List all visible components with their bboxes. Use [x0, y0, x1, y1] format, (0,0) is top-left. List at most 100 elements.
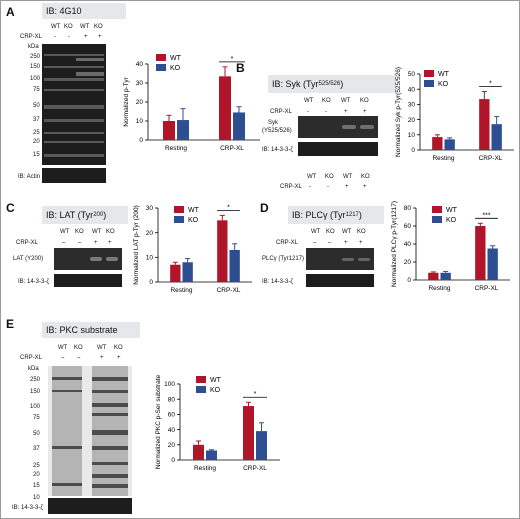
y-tick-label: 60 [404, 223, 412, 230]
crp-mark: + [100, 355, 104, 361]
lane-label: WT [92, 229, 102, 235]
marker-label: 20 [33, 139, 40, 145]
band-label: Syk [268, 120, 279, 126]
crp-mark: – [61, 355, 65, 361]
y-tick-label: 20 [168, 442, 176, 449]
marker-label: 150 [30, 64, 41, 70]
bar-ko [444, 139, 455, 150]
bar-ko [233, 112, 245, 140]
x-tick-label: CRP-XL [220, 145, 244, 152]
panel-label-e: E [6, 317, 15, 331]
legend-label: KO [438, 81, 449, 88]
y-tick-label: 0 [139, 137, 143, 144]
lane-label: KO [361, 174, 370, 180]
legend-swatch-ko [424, 80, 434, 87]
lane-label: WT [342, 229, 352, 235]
y-tick-label: 30 [136, 80, 144, 87]
bar-wt [479, 99, 490, 150]
y-tick-label: 20 [146, 230, 154, 237]
loading-blot-b [298, 142, 378, 156]
blot-title-e: IB: PKC substrate [42, 322, 140, 338]
marker-label: 75 [33, 87, 40, 93]
marker-label: 37 [33, 117, 40, 123]
y-tick-label: 0 [411, 147, 415, 154]
bar-chart-a: 0 10 20 30 40 Normalized p-Tyr Resting CRP-XL * W… [123, 54, 260, 152]
x-tick-label: CRP-XL [479, 155, 503, 162]
y-tick-label: 20 [136, 99, 144, 106]
crp-mark: + [94, 240, 98, 246]
legend-swatch-wt [156, 54, 166, 61]
y-tick-label: 20 [404, 259, 412, 266]
blot-title-b: IB: Syk (Tyr 525/526) [268, 75, 396, 93]
lane-label: WT [60, 229, 70, 235]
marker-label: 15 [33, 152, 40, 158]
legend-label: WT [188, 207, 200, 214]
crp-mark: - [327, 184, 329, 190]
significance-marker: * [254, 391, 257, 398]
legend-swatch-ko [432, 216, 442, 223]
bar-wt [219, 76, 231, 140]
marker-label: 25 [33, 463, 40, 469]
lane-label: WT [58, 345, 68, 351]
bar-chart-b: 0 10 20 30 40 50 Normalized Syk p-Tyr(525/526)… [395, 67, 514, 162]
blot-image-b [298, 116, 378, 138]
x-tick-label: Resting [194, 465, 216, 472]
y-tick-label: 0 [171, 457, 175, 464]
blot-title-a: IB: 4G10 [42, 3, 126, 19]
panel-label-d: D [260, 201, 269, 215]
panel-label-a: A [6, 5, 15, 19]
crp-mark: + [344, 240, 348, 246]
crp-mark: - [309, 184, 311, 190]
x-tick-label: Resting [432, 155, 454, 162]
crp-mark: + [345, 184, 349, 190]
x-tick-label: Resting [165, 145, 187, 152]
marker-label: 75 [33, 415, 40, 421]
lane-label: WT [307, 174, 317, 180]
crp-mark: + [363, 109, 367, 115]
marker-label: 250 [30, 377, 41, 383]
blot-title-d: IB: PLCγ (Tyr 1217) [288, 206, 384, 224]
marker-label: 250 [30, 54, 41, 60]
bar-chart-c: 0 10 20 30 Normalized LAT p-Tyr (200) Resting… [133, 204, 252, 294]
bar-ko [229, 249, 240, 282]
y-tick-label: 50 [408, 71, 416, 78]
y-tick-label: 30 [146, 205, 154, 212]
legend-swatch-wt [424, 70, 434, 77]
bar-wt [428, 272, 439, 280]
crp-label: CRP-XL [20, 34, 43, 40]
legend-label: KO [170, 65, 181, 72]
y-tick-label: 80 [168, 396, 176, 403]
y-tick-label: 80 [404, 205, 412, 212]
legend-swatch-ko [196, 386, 206, 393]
y-tick-label: 10 [136, 118, 144, 125]
significance-marker: * [489, 80, 492, 87]
marker-label: 15 [33, 483, 40, 489]
lane-label: WT [97, 345, 107, 351]
lane-label: KO [94, 24, 103, 30]
panel-label-b: B [236, 61, 245, 75]
crp-mark: + [117, 355, 121, 361]
crp-label: CRP-XL [270, 109, 293, 115]
loading-control-label: IB: 14-3-3-ζ [262, 147, 293, 153]
crp-mark: - [307, 109, 309, 115]
lane-label: KO [106, 229, 115, 235]
crp-label: CRP-XL [276, 240, 299, 246]
marker-label: 20 [33, 472, 40, 478]
lane-label: WT [80, 24, 90, 30]
blot-image-c [54, 248, 122, 270]
marker-label: 25 [33, 130, 40, 136]
lane-label: KO [114, 345, 123, 351]
bar-wt [170, 264, 181, 282]
lane-label: WT [341, 98, 351, 104]
y-tick-label: 60 [168, 412, 176, 419]
legend-label: KO [446, 217, 457, 224]
legend-swatch-wt [174, 206, 184, 213]
bar-chart-d: 0 20 40 60 80 Normalized PLCγ p-Tyr(1217) Rest… [391, 201, 510, 292]
crp-mark: + [344, 109, 348, 115]
band-label: (Y525/526) [262, 128, 292, 134]
y-tick-label: 40 [168, 427, 176, 434]
legend-label: WT [446, 207, 458, 214]
legend-label: WT [210, 377, 222, 384]
bar-ko [177, 120, 189, 140]
